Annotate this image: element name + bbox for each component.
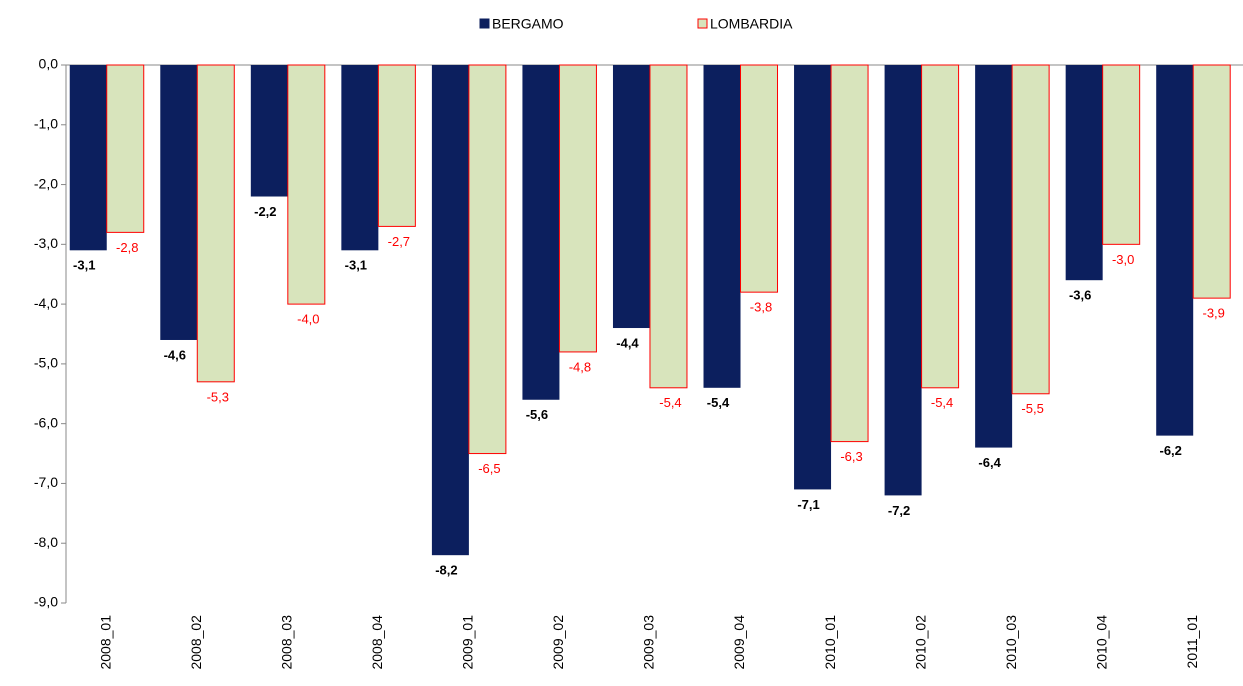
x-tick-label: 2009_02 — [550, 615, 566, 670]
x-tick-label: 2011_01 — [1184, 615, 1200, 669]
value-label: -5,3 — [207, 389, 229, 404]
y-tick-label: -2,0 — [34, 175, 58, 191]
value-label: -6,3 — [840, 449, 862, 464]
y-tick-label: -9,0 — [34, 594, 58, 610]
value-label: -7,1 — [797, 497, 819, 512]
x-tick-label: 2009_03 — [641, 615, 657, 670]
value-label: -3,8 — [750, 300, 772, 315]
value-label: -4,8 — [569, 359, 591, 374]
x-tick-label: 2009_01 — [460, 615, 476, 670]
bar — [522, 65, 560, 400]
bar — [196, 64, 235, 383]
y-tick-label: -7,0 — [34, 474, 58, 490]
value-label: -5,4 — [707, 395, 730, 410]
bar — [1065, 65, 1103, 281]
bar — [1156, 65, 1194, 436]
y-tick-label: 0,0 — [39, 56, 59, 72]
value-label: -5,6 — [526, 407, 548, 422]
bar — [884, 65, 922, 496]
bar — [740, 64, 779, 293]
value-label: -6,5 — [478, 461, 500, 476]
y-tick-label: -5,0 — [34, 355, 58, 371]
bar — [975, 65, 1013, 448]
x-tick-label: 2010_03 — [1003, 615, 1019, 670]
value-label: -5,5 — [1021, 401, 1043, 416]
value-label: -3,9 — [1203, 306, 1225, 321]
y-tick-label: -3,0 — [34, 235, 58, 251]
y-tick-label: -6,0 — [34, 414, 58, 430]
bar — [431, 65, 469, 556]
value-label: -3,1 — [345, 258, 367, 273]
bar — [287, 64, 326, 305]
value-label: -5,4 — [659, 395, 681, 410]
value-label: -3,1 — [73, 258, 95, 273]
value-label: -4,0 — [297, 312, 319, 327]
bar — [612, 65, 650, 329]
bar — [1192, 64, 1231, 299]
x-tick-label: 2008_04 — [369, 615, 385, 670]
bar — [703, 65, 741, 388]
legend-swatch — [697, 18, 708, 29]
bar — [1011, 64, 1050, 395]
value-label: -4,4 — [616, 335, 639, 350]
bar — [69, 65, 107, 251]
bar — [106, 64, 145, 233]
value-label: -4,6 — [164, 347, 186, 362]
bar — [468, 64, 507, 455]
value-label: -2,2 — [254, 204, 276, 219]
bar — [649, 64, 688, 389]
legend-label: LOMBARDIA — [710, 16, 793, 32]
x-tick-label: 2010_01 — [822, 615, 838, 670]
bar — [1102, 64, 1141, 245]
y-tick-label: -1,0 — [34, 115, 58, 131]
value-label: -7,2 — [888, 503, 910, 518]
bar — [341, 65, 379, 251]
x-tick-label: 2010_02 — [912, 615, 928, 670]
value-label: -2,8 — [116, 240, 138, 255]
bar — [377, 64, 416, 227]
x-tick-label: 2008_02 — [188, 615, 204, 670]
value-label: -8,2 — [435, 563, 457, 578]
value-label: -6,4 — [978, 455, 1001, 470]
bar — [794, 65, 832, 490]
x-tick-label: 2009_04 — [731, 615, 747, 670]
value-label: -6,2 — [1160, 443, 1182, 458]
bar — [830, 64, 869, 443]
x-tick-label: 2010_04 — [1093, 615, 1109, 670]
value-label: -2,7 — [388, 234, 410, 249]
x-tick-label: 2008_03 — [279, 615, 295, 670]
value-label: -3,0 — [1112, 252, 1134, 267]
value-label: -5,4 — [931, 395, 953, 410]
y-tick-label: -4,0 — [34, 295, 58, 311]
bar — [160, 65, 198, 340]
value-label: -3,6 — [1069, 288, 1091, 303]
bar — [558, 64, 597, 353]
legend-swatch — [479, 18, 490, 29]
x-tick-label: 2008_01 — [97, 615, 113, 670]
y-tick-label: -8,0 — [34, 534, 58, 550]
bar — [921, 64, 960, 389]
legend-label: BERGAMO — [492, 16, 564, 32]
bar — [250, 65, 288, 197]
